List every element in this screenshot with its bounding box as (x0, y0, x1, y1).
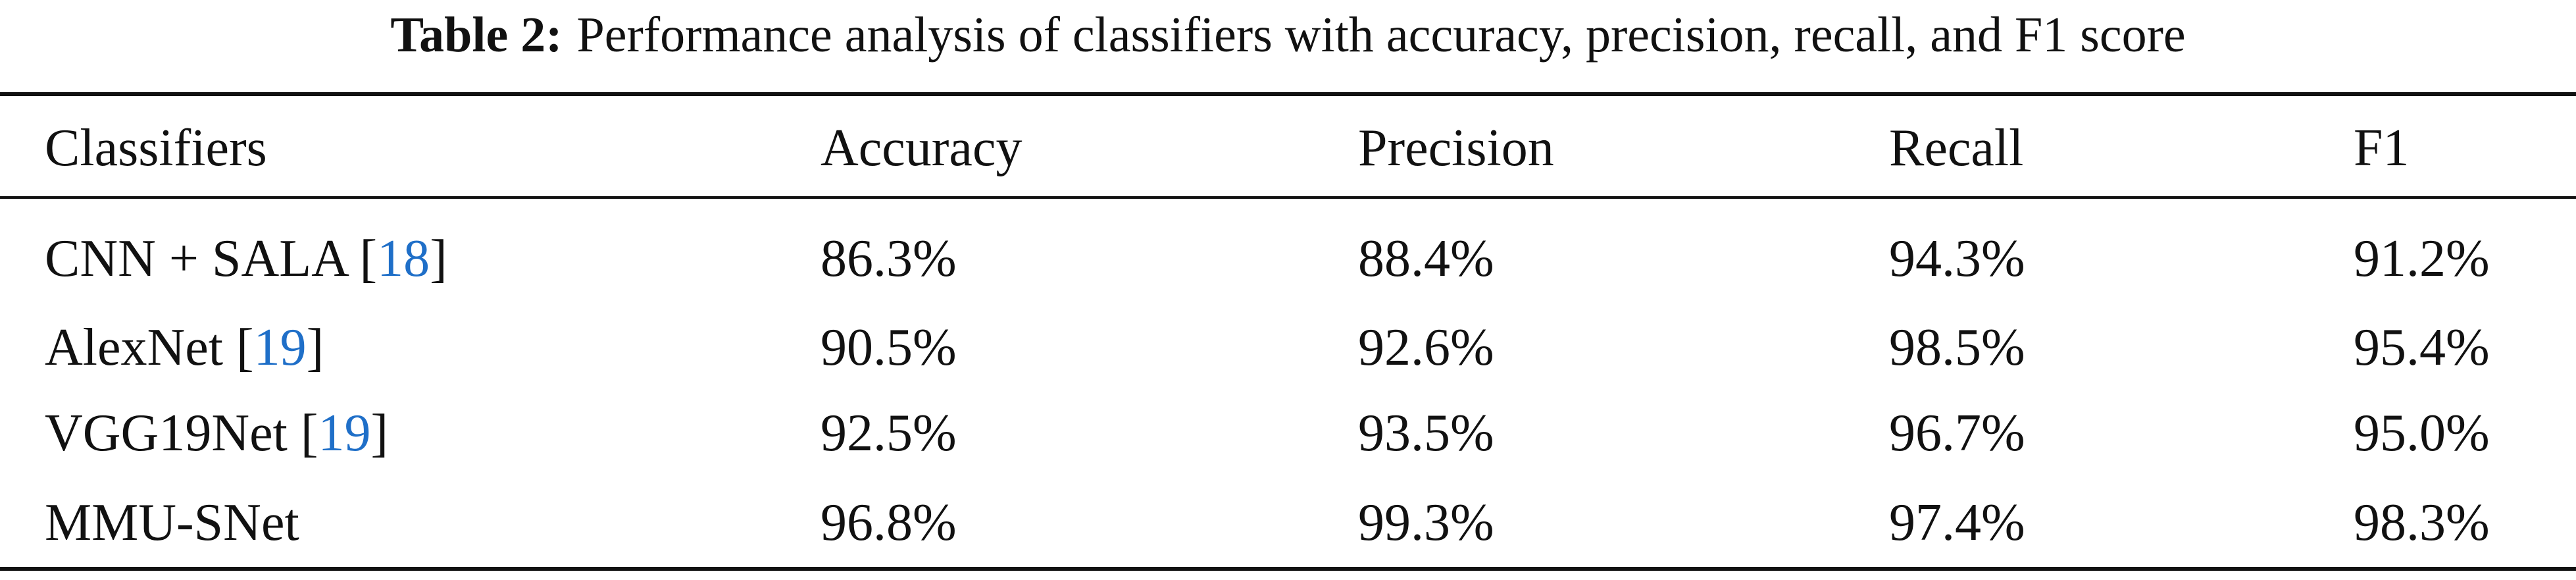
table-caption: Table 2: Performance analysis of classifi… (0, 5, 2576, 65)
metric-cell: 97.4% (1889, 494, 2025, 552)
caption-text: Performance analysis of classifiers with… (576, 7, 2186, 63)
metric-cell: 98.5% (1889, 319, 2025, 377)
header-cell: F1 (2354, 119, 2410, 177)
metric-cell: 88.4% (1358, 230, 1494, 288)
metric-cell: 96.7% (1889, 404, 2025, 462)
citation-bracket: ] (306, 319, 324, 377)
bottom-rule (0, 567, 2576, 571)
classifier-cell: MMU-SNet (45, 490, 299, 556)
metric-cell: 98.3% (2354, 494, 2490, 552)
classifier-cell: VGG19Net [19] (45, 400, 388, 466)
citation: 19 (253, 319, 307, 377)
metric-cell: 92.5% (821, 404, 957, 462)
metric-cell: 92.6% (1358, 319, 1494, 377)
citation-bracket: ] (370, 404, 389, 462)
metric-cell: 86.3% (821, 230, 957, 288)
metric-cell: 90.5% (821, 319, 957, 377)
citation: 19 (318, 404, 371, 462)
classifier-cell: CNN + SALA [18] (45, 226, 447, 292)
header-cell: Recall (1889, 119, 2024, 177)
metric-cell: 99.3% (1358, 494, 1494, 552)
metric-cell: 93.5% (1358, 404, 1494, 462)
caption-label: Table 2: (390, 7, 563, 63)
metric-cell: 95.4% (2354, 319, 2490, 377)
classifier-name: AlexNet [ (45, 319, 254, 377)
citation-bracket: ] (430, 230, 447, 288)
header-cell: Classifiers (45, 119, 267, 177)
classifier-name: VGG19Net [ (45, 404, 318, 462)
classifier-cell: AlexNet [19] (45, 315, 324, 381)
header-cell: Precision (1358, 119, 1554, 177)
top-rule (0, 92, 2576, 96)
header-cell: Accuracy (821, 119, 1023, 177)
metric-cell: 94.3% (1889, 230, 2025, 288)
classifier-name: CNN + SALA [ (45, 230, 378, 288)
header-rule (0, 196, 2576, 199)
citation: 18 (377, 230, 430, 288)
metric-cell: 95.0% (2354, 404, 2490, 462)
metric-cell: 96.8% (821, 494, 957, 552)
classifier-name: MMU-SNet (45, 494, 299, 552)
metric-cell: 91.2% (2354, 230, 2490, 288)
